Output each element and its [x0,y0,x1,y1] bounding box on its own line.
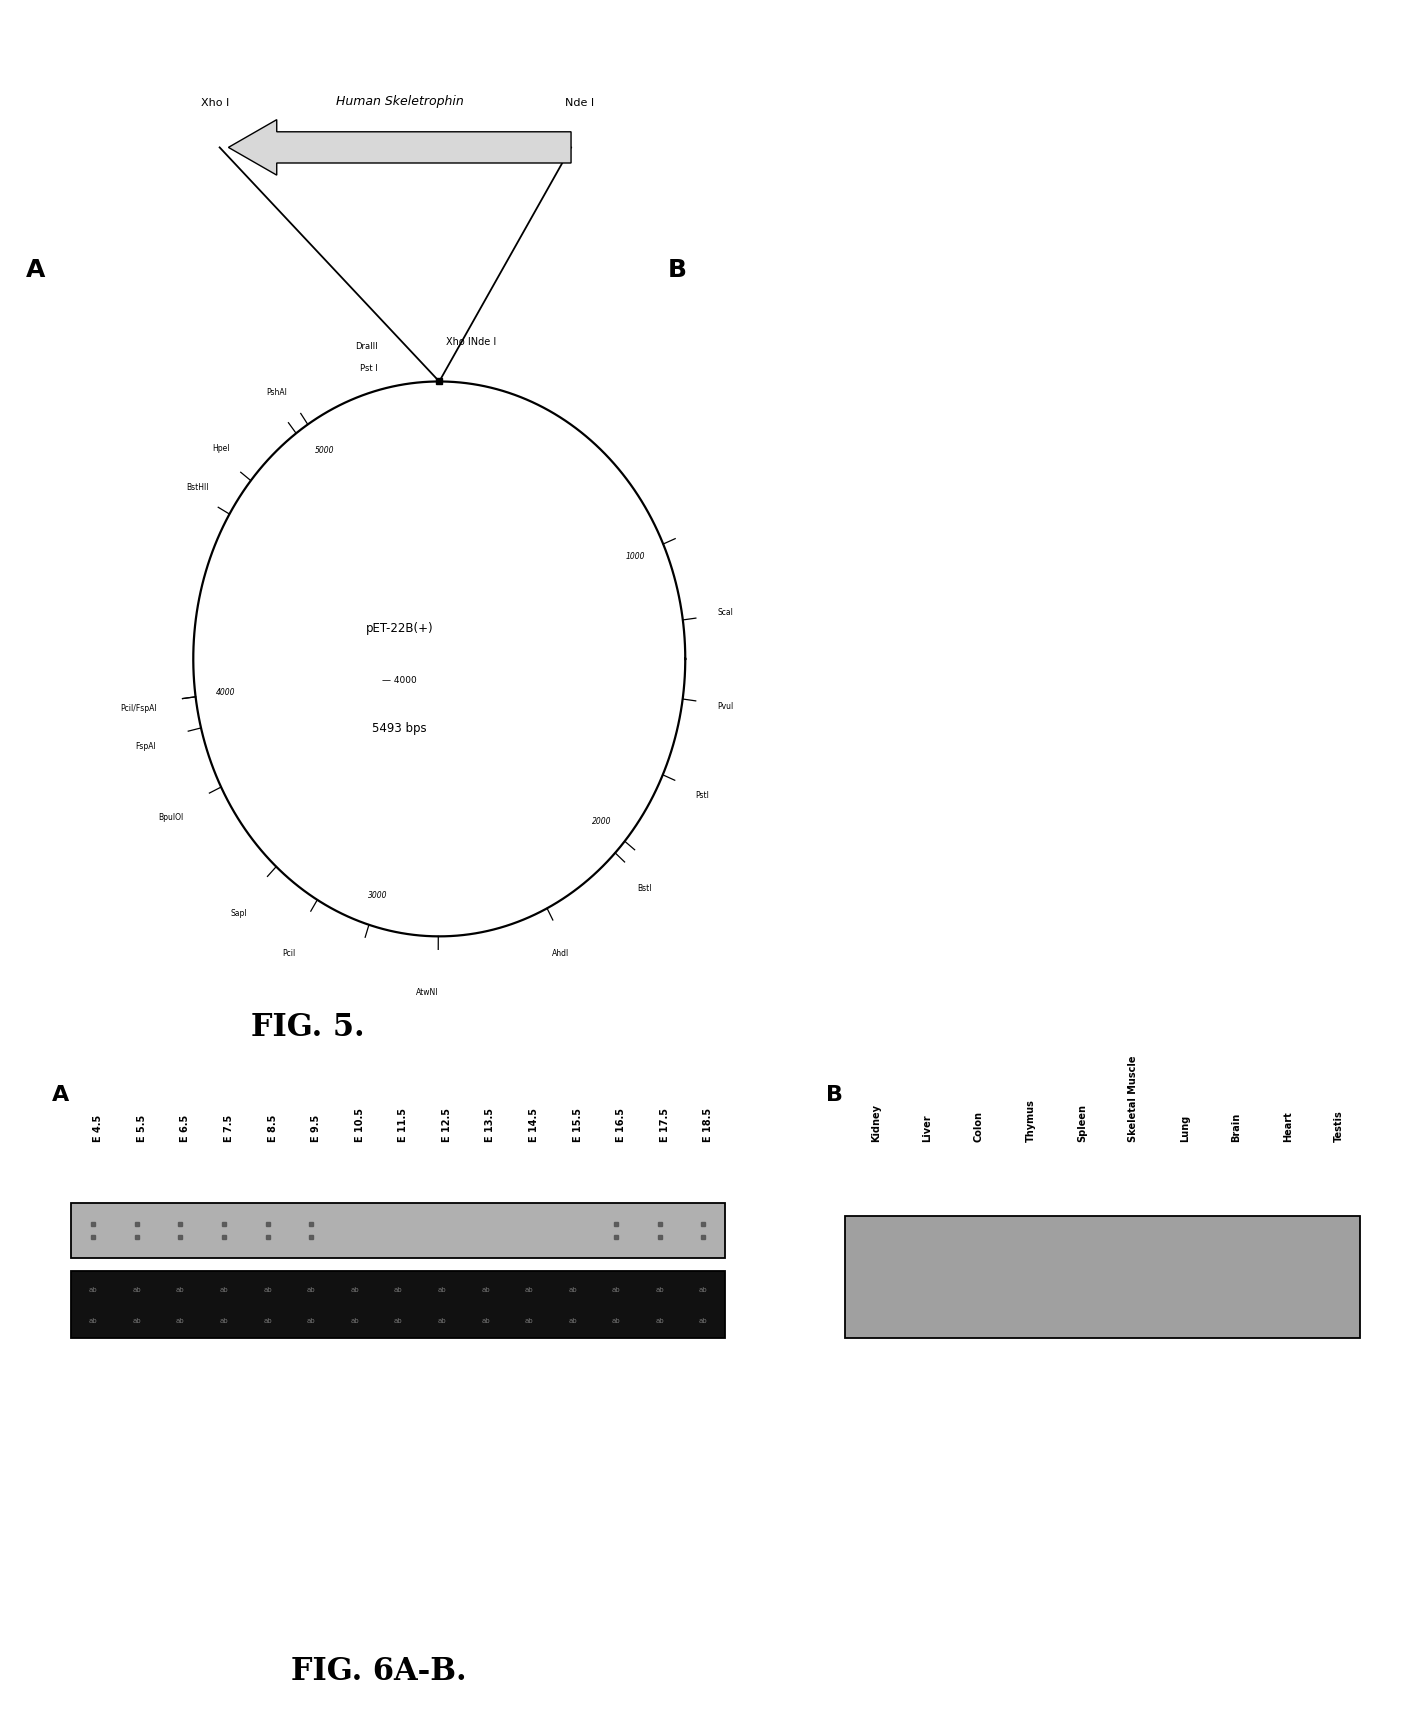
Text: ab: ab [307,1318,316,1325]
Text: ab: ab [394,1318,402,1325]
Text: HpeI: HpeI [211,444,230,453]
Text: ab: ab [176,1287,184,1292]
Text: ab: ab [482,1287,490,1292]
Text: Pst I: Pst I [360,364,378,373]
Text: pET-22B(+): pET-22B(+) [366,623,434,635]
Text: AhdI: AhdI [553,948,570,957]
Text: Nde I: Nde I [565,99,594,108]
Text: B: B [826,1085,843,1105]
Text: Kidney: Kidney [871,1105,881,1143]
Text: — 4000: — 4000 [383,676,417,685]
Text: ab: ab [176,1318,184,1325]
Text: 1000: 1000 [625,551,645,562]
Text: Lung: Lung [1180,1115,1190,1143]
Text: PshAI: PshAI [266,388,288,397]
Text: DraIII: DraIII [356,342,378,352]
Text: ab: ab [350,1287,359,1292]
Text: 5493 bps: 5493 bps [373,721,427,735]
Text: Colon: Colon [973,1111,983,1143]
Text: Human Skeletrophin: Human Skeletrophin [336,95,463,108]
Polygon shape [228,120,571,175]
Text: E 10.5: E 10.5 [354,1108,364,1143]
Text: A: A [52,1085,69,1105]
Text: ab: ab [612,1287,621,1292]
Text: A: A [27,258,45,283]
Text: ab: ab [394,1287,402,1292]
Text: ab: ab [699,1318,707,1325]
Text: 5000: 5000 [315,446,334,454]
Text: 3000: 3000 [368,891,387,900]
Text: E 6.5: E 6.5 [180,1115,190,1143]
Text: B: B [667,258,687,283]
Text: BstHII: BstHII [186,484,208,492]
Text: ab: ab [699,1287,707,1292]
Text: ab: ab [656,1318,665,1325]
Text: Xho INde I: Xho INde I [446,336,496,347]
Text: PstI: PstI [696,791,708,801]
Text: E 12.5: E 12.5 [442,1108,452,1143]
Text: Spleen: Spleen [1077,1105,1087,1143]
Text: E 8.5: E 8.5 [268,1115,278,1143]
Text: ab: ab [132,1318,142,1325]
Text: ab: ab [132,1287,142,1292]
Text: PvuI: PvuI [717,702,733,711]
Text: Brain: Brain [1231,1113,1241,1143]
Text: ab: ab [568,1318,577,1325]
Text: FIG. 6A-B.: FIG. 6A-B. [292,1656,466,1687]
Text: Xho I: Xho I [201,99,230,108]
Text: ab: ab [438,1318,446,1325]
Text: E 18.5: E 18.5 [703,1108,713,1143]
Text: FIG. 5.: FIG. 5. [251,1013,364,1042]
Text: ab: ab [89,1287,98,1292]
Text: BstI: BstI [638,884,652,893]
Text: E 4.5: E 4.5 [94,1115,103,1143]
Text: E 13.5: E 13.5 [486,1108,496,1143]
Bar [71,1271,726,1339]
Text: ab: ab [220,1287,228,1292]
Text: E 7.5: E 7.5 [224,1115,234,1143]
Text: ab: ab [350,1318,359,1325]
Text: E 16.5: E 16.5 [616,1108,626,1143]
Text: Heart: Heart [1282,1111,1292,1143]
Text: 2000: 2000 [592,817,611,825]
Text: SapI: SapI [230,909,247,917]
Text: BpuIOI: BpuIOI [157,813,183,822]
Text: ab: ab [438,1287,446,1292]
Text: ab: ab [220,1318,228,1325]
Bar [846,1216,1360,1339]
Text: E 9.5: E 9.5 [312,1115,322,1143]
Text: ab: ab [656,1287,665,1292]
Text: PciI/FspAI: PciI/FspAI [120,704,157,713]
Text: ab: ab [264,1318,272,1325]
Text: Thymus: Thymus [1026,1099,1036,1143]
Text: E 5.5: E 5.5 [136,1115,147,1143]
Text: FspAI: FspAI [136,742,156,751]
Bar [71,1203,726,1257]
Text: PciI: PciI [282,948,296,957]
Text: E 11.5: E 11.5 [398,1108,408,1143]
Text: ab: ab [264,1287,272,1292]
Text: ab: ab [89,1318,98,1325]
Text: ab: ab [307,1287,316,1292]
Text: E 15.5: E 15.5 [572,1108,582,1143]
Text: Liver: Liver [922,1115,932,1143]
Text: Skeletal Muscle: Skeletal Muscle [1128,1056,1138,1143]
Text: AtwNI: AtwNI [415,988,438,997]
Text: ScaI: ScaI [717,609,733,617]
Text: ab: ab [524,1318,533,1325]
Text: ab: ab [524,1287,533,1292]
Text: E 17.5: E 17.5 [660,1108,670,1143]
Text: ab: ab [612,1318,621,1325]
Text: 4000: 4000 [217,688,235,697]
Text: ab: ab [568,1287,577,1292]
Text: Testis: Testis [1333,1111,1345,1143]
Text: ab: ab [482,1318,490,1325]
Text: E 14.5: E 14.5 [529,1108,538,1143]
